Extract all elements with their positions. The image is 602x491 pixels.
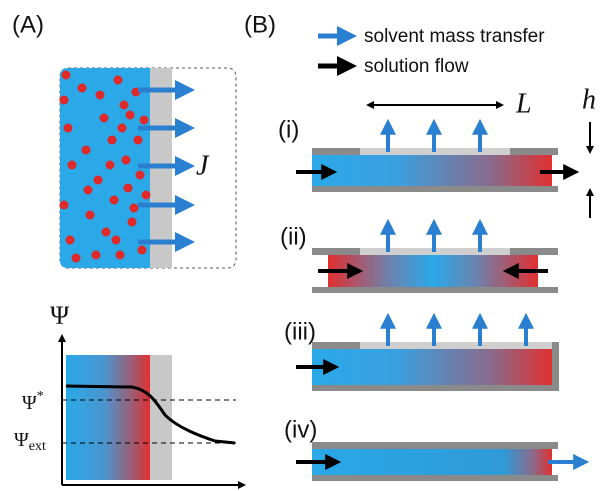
level-label: Ψext	[14, 429, 46, 455]
channel-fluid	[328, 255, 538, 287]
solute-dot	[66, 236, 75, 245]
solute-dot	[140, 116, 149, 125]
solute-dot	[130, 204, 139, 213]
symbol: Ψ	[14, 429, 29, 451]
solute-dot	[126, 111, 135, 120]
solute-dot	[94, 176, 103, 185]
superscript: *	[37, 389, 44, 404]
wall	[312, 186, 558, 192]
flux-label: J	[196, 150, 210, 181]
solute-dot	[112, 236, 121, 245]
level-label: Ψ*	[22, 389, 44, 413]
figure: (A) J Ψ Ψ* Ψext (B) solvent mass transfe…	[0, 0, 602, 491]
panel-label: (A)	[12, 11, 44, 38]
row-label: (ii)	[280, 223, 307, 250]
channel-fluid	[312, 449, 552, 475]
symbol: Ψ	[22, 392, 37, 414]
solute-dot	[128, 218, 137, 227]
solute-dot	[106, 161, 115, 170]
subscript: ext	[29, 439, 46, 454]
row-label: (iv)	[284, 416, 317, 443]
solute-dot	[122, 156, 131, 165]
solute-dot	[138, 246, 147, 255]
solute-dot	[134, 136, 143, 145]
panel-label: (B)	[244, 11, 276, 38]
solute-dot	[100, 114, 109, 123]
wall	[312, 385, 559, 391]
solute-dot	[136, 171, 145, 180]
solute-dot	[116, 251, 125, 260]
legend-text: solution flow	[364, 56, 469, 77]
wall	[312, 442, 558, 449]
solute-dot	[82, 146, 91, 155]
length-label: L	[515, 88, 532, 119]
solute-dot	[92, 251, 101, 260]
channel-fluid	[312, 349, 552, 385]
axis-label: Ψ	[50, 301, 70, 330]
solute-dot	[78, 84, 87, 93]
height-label: h	[582, 84, 596, 115]
solute-dot	[110, 196, 119, 205]
channel-fluid	[312, 155, 552, 186]
solute-dot	[64, 124, 73, 133]
profile-fill	[66, 355, 150, 480]
wall	[312, 287, 558, 293]
wall	[312, 342, 360, 349]
solute-dot	[108, 136, 117, 145]
row-label: (i)	[278, 116, 299, 143]
solute-dot	[84, 186, 93, 195]
solute-dot	[120, 101, 129, 110]
legend-text: solvent mass transfer	[364, 26, 545, 47]
solute-dot	[72, 254, 81, 263]
wall	[552, 342, 559, 391]
solute-dot	[142, 191, 151, 200]
solute-dot	[86, 211, 95, 220]
solute-dot	[62, 71, 71, 80]
solute-dot	[60, 201, 69, 210]
solute-dot	[124, 184, 133, 193]
solute-dot	[96, 91, 105, 100]
solute-dot	[60, 96, 69, 105]
solute-dot	[102, 228, 111, 237]
solute-dot	[114, 76, 123, 85]
wall	[312, 475, 558, 481]
solute-dot	[68, 161, 77, 170]
row-label: (iii)	[284, 318, 316, 345]
solute-dot	[118, 124, 127, 133]
